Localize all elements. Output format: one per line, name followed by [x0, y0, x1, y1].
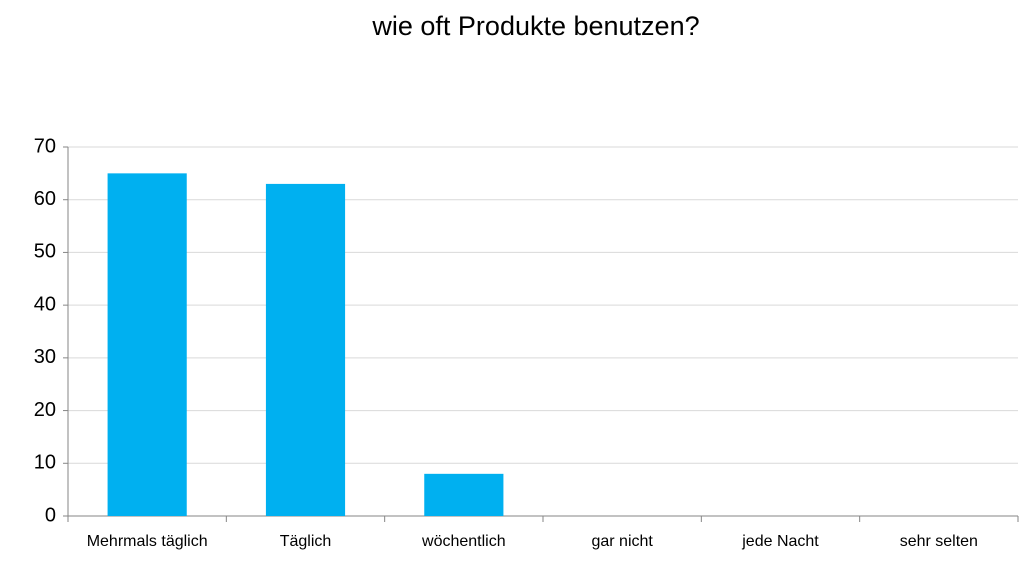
y-tick-label: 50 [34, 241, 56, 263]
bar [265, 183, 346, 516]
y-tick-label: 20 [34, 399, 56, 421]
x-tick-label: wöchentlich [421, 533, 506, 550]
x-tick-label: jede Nacht [741, 533, 819, 550]
x-tick-label: sehr selten [900, 533, 978, 550]
y-tick-label: 10 [34, 452, 56, 474]
bar [424, 473, 504, 516]
bar [107, 173, 187, 516]
y-tick-label: 60 [34, 188, 56, 210]
y-tick-label: 70 [34, 135, 56, 157]
chart-title: wie oft Produkte benutzen? [371, 11, 699, 41]
x-tick-label: Täglich [280, 533, 332, 550]
x-tick-label: gar nicht [591, 533, 653, 550]
y-tick-label: 0 [45, 504, 56, 526]
y-tick-label: 40 [34, 293, 56, 315]
x-tick-label: Mehrmals täglich [87, 533, 208, 550]
y-tick-label: 30 [34, 346, 56, 368]
